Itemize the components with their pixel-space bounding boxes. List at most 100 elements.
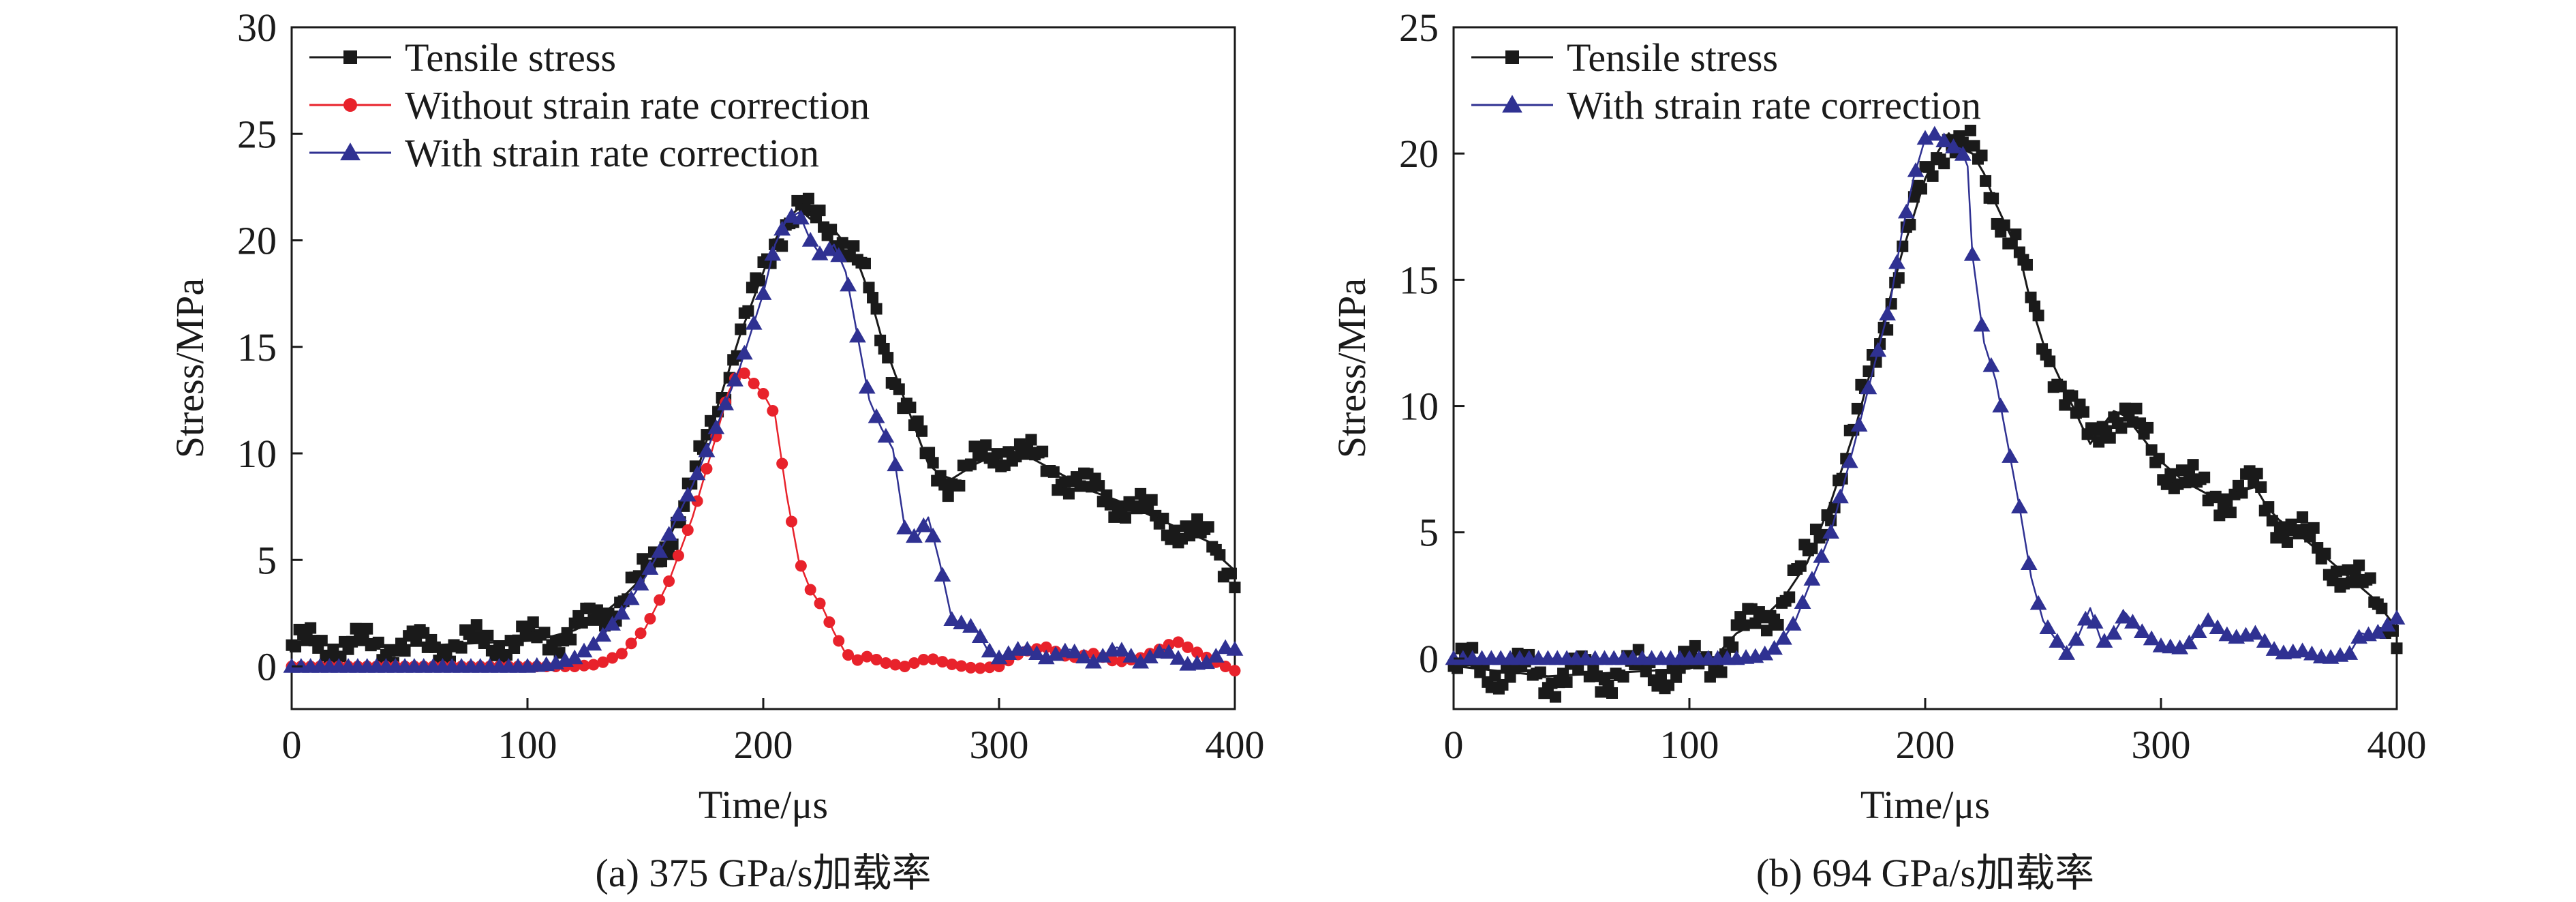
data-point-with-strain-rate-correction [735, 344, 753, 360]
data-point-with-strain-rate-correction [1841, 453, 1858, 468]
data-point-with-strain-rate-correction [2209, 619, 2226, 635]
y-tick-label: 5 [257, 538, 277, 582]
y-axis-ticks: 0 5 10 15 20 25 30 [237, 5, 303, 689]
data-point-with-strain-rate-correction [717, 395, 735, 410]
data-point-with-strain-rate-correction [1198, 654, 1215, 670]
data-point-with-strain-rate-correction [971, 628, 989, 644]
data-point-with-strain-rate-correction [2388, 610, 2406, 625]
data-point-with-strain-rate-correction [2256, 633, 2273, 648]
data-point-without-strain-rate-correction [587, 659, 600, 671]
data-point-with-strain-rate-correction [2181, 634, 2198, 650]
data-point-tensile-stress [399, 645, 411, 657]
data-point-with-strain-rate-correction [2378, 616, 2396, 632]
data-point-without-strain-rate-correction [767, 405, 779, 417]
data-point-without-strain-rate-correction [615, 648, 628, 660]
data-point-tensile-stress [1915, 183, 1927, 195]
data-point-without-strain-rate-correction [936, 656, 949, 668]
data-point-tensile-stress [2213, 509, 2226, 522]
data-point-with-strain-rate-correction [2058, 645, 2075, 660]
data-point-with-strain-rate-correction [1207, 648, 1225, 663]
data-point-tensile-stress [1549, 691, 1561, 703]
data-point-without-strain-rate-correction [776, 457, 788, 470]
data-point-with-strain-rate-correction [1926, 125, 1944, 141]
legend-label: Without strain rate correction [405, 83, 870, 127]
data-point-tensile-stress [1760, 625, 1773, 637]
data-point-without-strain-rate-correction [974, 662, 986, 674]
data-point-tensile-stress [470, 619, 482, 631]
data-point-tensile-stress [825, 224, 838, 236]
x-tick-label: 0 [282, 723, 302, 767]
data-point-with-strain-rate-correction [2294, 642, 2311, 658]
data-point-tensile-stress [2032, 310, 2044, 322]
data-point-tensile-stress [814, 205, 826, 217]
data-point-tensile-stress [1964, 124, 1976, 136]
legend-label: Tensile stress [1567, 35, 1778, 80]
data-point-with-strain-rate-correction [2068, 631, 2085, 646]
data-point-tensile-stress [1772, 618, 1784, 631]
data-point-with-strain-rate-correction [1085, 653, 1102, 669]
data-point-without-strain-rate-correction [795, 560, 807, 572]
data-point-with-strain-rate-correction [707, 419, 725, 434]
data-point-tensile-stress [1191, 513, 1203, 525]
data-point-with-strain-rate-correction [801, 232, 819, 247]
data-point-tensile-stress [1146, 494, 1158, 506]
data-point-with-strain-rate-correction [858, 378, 876, 394]
data-point-without-strain-rate-correction [899, 661, 911, 672]
data-point-tensile-stress [2059, 399, 2071, 411]
data-point-with-strain-rate-correction [1813, 547, 1830, 563]
data-point-tensile-stress [991, 448, 1003, 460]
data-point-with-strain-rate-correction [1963, 245, 1981, 261]
data-point-tensile-stress [1927, 170, 1939, 182]
data-point-with-strain-rate-correction [651, 543, 669, 558]
data-point-tensile-stress [2025, 291, 2037, 303]
data-point-tensile-stress [878, 342, 890, 355]
data-point-tensile-stress [836, 237, 848, 249]
series-line-tensile-stress [1453, 132, 2398, 678]
data-point-with-strain-rate-correction [2096, 633, 2113, 648]
data-point-tensile-stress [527, 616, 539, 629]
data-point-with-strain-rate-correction [1982, 357, 2000, 372]
x-tick-label: 100 [498, 723, 557, 767]
data-point-with-strain-rate-correction [2303, 645, 2320, 661]
data-point-without-strain-rate-correction [804, 584, 816, 596]
legend-marker [343, 98, 357, 112]
data-point-tensile-stress [2044, 355, 2056, 367]
data-point-tensile-stress [904, 402, 917, 414]
panel-caption: (b) 694 GPa/s加载率 [1756, 851, 2094, 895]
y-tick-label: 10 [237, 432, 277, 476]
data-point-tensile-stress [1885, 298, 1897, 310]
data-point-tensile-stress [980, 439, 992, 451]
series-line-with-strain-rate-correction [1454, 132, 2397, 660]
plot-frame [1452, 26, 2398, 710]
data-point-without-strain-rate-correction [672, 550, 684, 562]
data-point-with-strain-rate-correction [1860, 379, 1877, 395]
series-tensile-stress [1447, 124, 2403, 703]
data-point-with-strain-rate-correction [990, 649, 1008, 665]
data-point-with-strain-rate-correction [2105, 625, 2123, 640]
data-point-with-strain-rate-correction [1822, 524, 1839, 539]
y-axis-label: Stress/MPa [168, 278, 212, 458]
data-point-with-strain-rate-correction [2124, 614, 2141, 629]
data-point-tensile-stress [2391, 642, 2403, 655]
data-point-tensile-stress [1655, 669, 1667, 681]
data-point-without-strain-rate-correction [1191, 646, 1203, 659]
data-point-with-strain-rate-correction [1954, 146, 1972, 161]
data-point-tensile-stress [455, 642, 467, 654]
data-point-with-strain-rate-correction [821, 241, 838, 256]
data-point-with-strain-rate-correction [1066, 643, 1084, 659]
data-point-with-strain-rate-correction [1879, 305, 1897, 321]
data-point-with-strain-rate-correction [1916, 130, 1934, 145]
data-point-with-strain-rate-correction [745, 314, 763, 330]
data-point-tensile-stress [538, 627, 551, 639]
data-point-without-strain-rate-correction [1087, 648, 1099, 660]
data-point-tensile-stress [2307, 522, 2320, 534]
data-point-tensile-stress [2115, 422, 2128, 434]
data-point-tensile-stress [1968, 140, 1980, 152]
legend-marker [1502, 95, 1522, 113]
data-point-tensile-stress [1980, 175, 1992, 187]
data-point-tensile-stress [1987, 192, 1999, 205]
data-point-with-strain-rate-correction [660, 526, 677, 541]
data-point-with-strain-rate-correction [1794, 594, 1811, 610]
